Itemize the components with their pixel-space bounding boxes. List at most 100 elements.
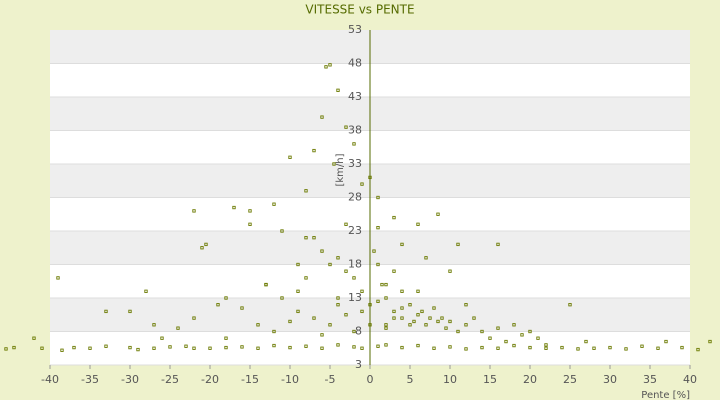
- point: [384, 343, 388, 347]
- point: [480, 345, 484, 350]
- x-tick-label: 20: [523, 373, 537, 386]
- point: [432, 346, 436, 350]
- point: [664, 339, 668, 344]
- point: [412, 319, 416, 324]
- point: [376, 299, 380, 303]
- point: [360, 346, 364, 350]
- point: [420, 309, 424, 314]
- point: [168, 345, 172, 349]
- point: [360, 309, 364, 314]
- point: [448, 269, 452, 273]
- point: [248, 222, 252, 226]
- point: [264, 282, 268, 287]
- x-tick-label: 0: [367, 373, 374, 386]
- point: [376, 262, 380, 267]
- y-axis-label: [km/h]: [335, 153, 346, 186]
- point: [656, 346, 660, 350]
- point: [352, 345, 356, 349]
- x-tick-label: 35: [643, 373, 657, 386]
- point: [416, 289, 420, 293]
- point: [436, 319, 440, 324]
- point: [320, 249, 324, 253]
- point: [192, 316, 196, 320]
- y-tick-label: 48: [348, 57, 362, 70]
- point: [288, 155, 292, 159]
- point: [304, 189, 308, 193]
- point: [624, 347, 628, 351]
- point: [12, 345, 16, 350]
- point: [288, 319, 292, 324]
- point: [224, 296, 228, 300]
- point: [464, 323, 468, 327]
- x-axis-label: Pente [%]: [641, 390, 690, 400]
- point: [368, 175, 372, 180]
- point: [384, 282, 388, 287]
- point: [488, 336, 492, 340]
- point: [448, 345, 452, 349]
- point: [288, 345, 292, 350]
- point: [160, 336, 164, 340]
- point: [240, 345, 244, 349]
- point: [336, 343, 340, 347]
- point: [640, 344, 644, 348]
- point: [344, 222, 348, 226]
- x-tick-label: 25: [563, 373, 577, 386]
- point: [368, 323, 372, 327]
- point: [88, 346, 92, 350]
- point: [444, 326, 448, 330]
- point: [576, 347, 580, 351]
- point: [392, 269, 396, 273]
- x-tick-label: -20: [201, 373, 219, 386]
- point: [584, 339, 588, 344]
- point: [424, 323, 428, 327]
- point: [280, 296, 284, 300]
- point: [184, 344, 188, 348]
- point: [372, 249, 376, 253]
- point: [56, 276, 60, 280]
- point: [328, 63, 332, 67]
- x-tick-label: 15: [483, 373, 497, 386]
- point: [512, 343, 516, 348]
- x-tick-label: -35: [81, 373, 99, 386]
- point: [400, 345, 404, 350]
- y-tick-label: 8: [355, 325, 362, 338]
- point: [392, 309, 396, 314]
- point: [436, 212, 440, 216]
- x-tick-label: 40: [683, 373, 697, 386]
- point: [360, 182, 364, 186]
- point: [336, 296, 340, 300]
- point: [144, 289, 148, 293]
- point: [60, 348, 64, 352]
- point: [560, 345, 564, 350]
- point: [272, 343, 276, 348]
- x-tick-label: -5: [325, 373, 336, 386]
- point: [328, 323, 332, 327]
- point: [416, 343, 420, 348]
- point: [104, 309, 108, 314]
- point: [512, 323, 516, 327]
- point: [376, 225, 380, 230]
- x-tick-label: 30: [603, 373, 617, 386]
- point: [40, 346, 44, 350]
- point: [496, 346, 500, 350]
- point: [272, 202, 276, 206]
- point: [216, 303, 220, 307]
- x-tick-label: -40: [41, 373, 59, 386]
- y-tick-label: 28: [348, 191, 362, 204]
- point: [376, 344, 380, 348]
- y-tick-label: 43: [348, 90, 362, 103]
- point: [400, 306, 404, 310]
- point: [192, 346, 196, 350]
- x-tick-label: -10: [281, 373, 299, 386]
- point: [152, 346, 156, 350]
- point: [320, 333, 324, 337]
- point: [424, 256, 428, 260]
- point: [224, 336, 228, 340]
- point: [368, 303, 372, 307]
- point: [472, 316, 476, 320]
- y-tick-label: 33: [348, 157, 362, 170]
- y-tick-label: 3: [355, 358, 362, 371]
- point: [224, 345, 228, 350]
- point: [304, 344, 308, 348]
- point: [428, 316, 432, 320]
